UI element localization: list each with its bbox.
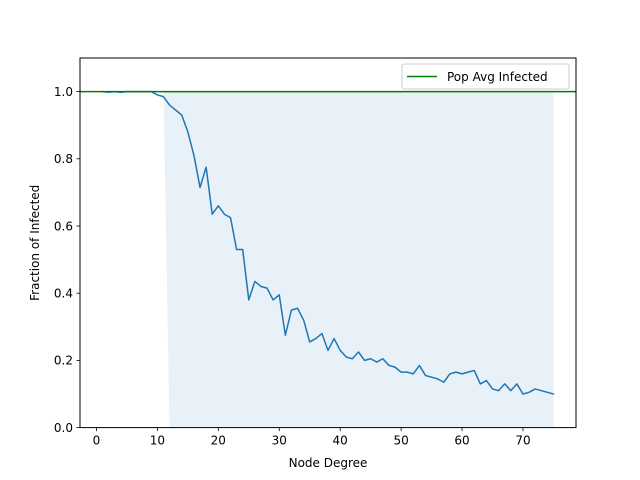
x-tick-label: 70	[515, 434, 530, 448]
x-tick-label: 10	[150, 434, 165, 448]
x-tick-label: 20	[211, 434, 226, 448]
y-tick-label: 0.0	[54, 421, 73, 435]
x-axis-ticks: 0 10 20 30 40 50 60 70	[93, 427, 531, 448]
x-tick-label: 50	[393, 434, 408, 448]
y-tick-label: 1.0	[54, 85, 73, 99]
shaded-band-layer	[163, 91, 554, 428]
legend-label-pop-avg-infected: Pop Avg Infected	[447, 70, 548, 84]
series-layer	[101, 90, 555, 395]
plot-frame	[79, 57, 577, 429]
shaded-band	[163, 91, 554, 428]
x-tick-label: 0	[93, 434, 101, 448]
y-tick-label: 0.4	[54, 287, 73, 301]
x-tick-label: 60	[454, 434, 469, 448]
y-axis-ticks: 0.0 0.2 0.4 0.6 0.8 1.0	[54, 85, 80, 435]
y-tick-label: 0.8	[54, 152, 73, 166]
x-axis-label: Node Degree	[289, 456, 368, 470]
legend: Pop Avg Infected	[401, 63, 570, 90]
legend-box	[401, 63, 570, 90]
y-tick-label: 0.6	[54, 219, 73, 233]
x-tick-label: 30	[272, 434, 287, 448]
x-tick-label: 40	[333, 434, 348, 448]
y-axis-label: Fraction of Infected	[28, 185, 42, 301]
series-line	[101, 90, 555, 395]
y-tick-label: 0.2	[54, 354, 73, 368]
